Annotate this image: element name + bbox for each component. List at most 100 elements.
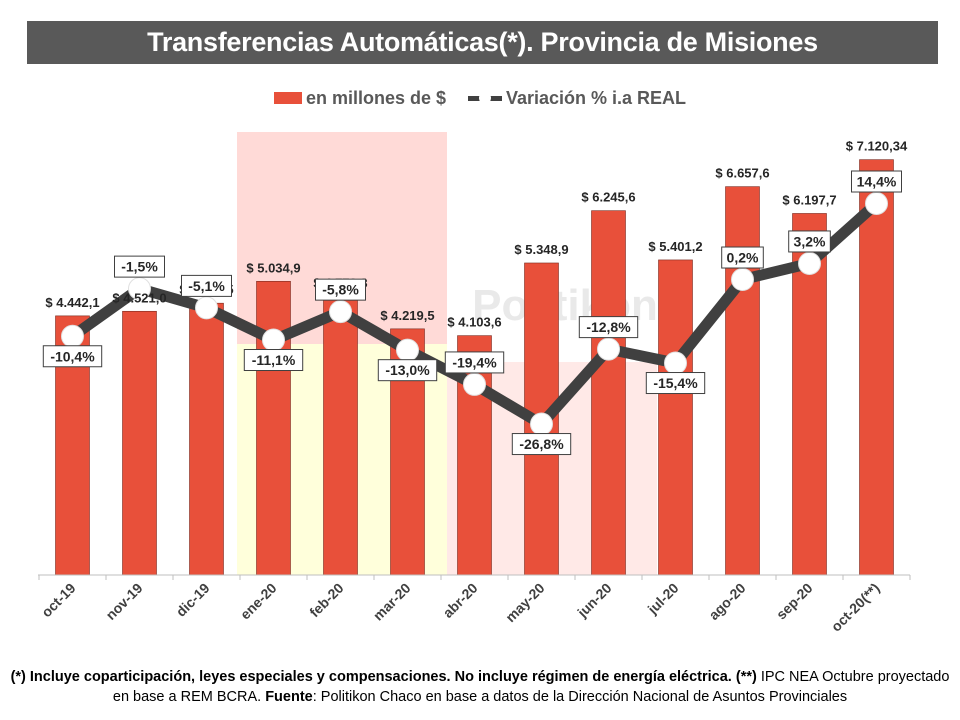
- line-layer: [61, 192, 888, 436]
- line-value-label: -5,8%: [315, 278, 366, 301]
- bar-ene-20: [256, 280, 291, 576]
- legend-item-bars: en millones de $: [273, 87, 446, 109]
- line-label-text: -10,4%: [50, 348, 95, 364]
- line-value-label: 14,4%: [851, 170, 902, 193]
- line-label-box: [788, 230, 831, 253]
- footnote-part1: (*) Incluye coparticipación, leyes espec…: [10, 669, 757, 685]
- line-value-label: -5,1%: [181, 274, 232, 297]
- line-marker: [798, 251, 821, 275]
- line-label-box: [851, 170, 902, 193]
- bar-value-label: $ 4.521,0: [112, 290, 166, 305]
- line-label-text: -19,4%: [452, 354, 497, 370]
- line-label-text: 14,4%: [857, 174, 897, 190]
- footnote-part2: IPC NEA Octubre proyectado en base a REM…: [112, 669, 950, 705]
- bar-value-label: $ 6.197,7: [782, 192, 836, 207]
- x-tick-label: sep-20: [773, 580, 816, 623]
- x-tick-label: oct-19: [38, 580, 79, 621]
- line-value-label: -19,4%: [444, 351, 505, 374]
- line-label-box: [315, 278, 366, 301]
- legend-bar-label: en millones de $: [305, 87, 446, 108]
- line-label-box: [42, 345, 103, 368]
- line-value-label: -11,1%: [243, 349, 304, 372]
- line-value-label: -15,4%: [645, 372, 706, 395]
- chart-title: Transferencias Automáticas(*). Provincia…: [27, 21, 938, 64]
- line-label-box: [721, 246, 764, 269]
- bar-value-label: $ 6.245,6: [581, 190, 635, 205]
- line-marker: [262, 328, 285, 352]
- x-tick-label: feb-20: [306, 580, 347, 621]
- line-label-box: [511, 433, 572, 456]
- labels-layer: $ 4.442,1$ 4.521,0$ 4.659,5$ 5.034,9$ 4.…: [42, 139, 908, 456]
- bar-value-label: $ 5.401,2: [648, 239, 702, 254]
- footnote: (*) Incluye coparticipación, leyes espec…: [10, 667, 950, 707]
- line-value-label: -26,8%: [511, 433, 572, 456]
- line-label-box: [645, 372, 706, 395]
- line-label-text: 3,2%: [794, 233, 826, 249]
- chart-plot: Politikon oct-19 nov-19 dic-19 ene-20 feb-20…: [38, 132, 911, 635]
- line-label-box: [444, 351, 505, 374]
- line-label-box: [377, 359, 438, 382]
- line-marker: [195, 296, 218, 320]
- bar-jun-20: [591, 210, 626, 576]
- legend-line-swatch: [467, 92, 502, 104]
- bar-dic-19: [189, 302, 224, 576]
- x-tick-label: may-20: [502, 580, 548, 626]
- x-ticks-layer: oct-19 nov-19 dic-19 ene-20 feb-20 mar-20 abr-…: [38, 575, 911, 635]
- legend-bar-swatch: [273, 92, 302, 104]
- line-label-box: [578, 316, 639, 339]
- x-tick-label: ene-20: [237, 580, 280, 623]
- x-tick-label: oct-20(**): [828, 580, 883, 635]
- line-marker: [61, 324, 84, 348]
- line-label-text: -26,8%: [519, 436, 564, 452]
- bar-value-label: $ 5.348,9: [514, 242, 568, 257]
- line-label-box: [181, 274, 232, 297]
- line-value-label: -10,4%: [42, 345, 103, 368]
- line-value-label: 3,2%: [788, 230, 831, 253]
- bar-value-label: $ 4.103,6: [447, 315, 501, 330]
- chart-legend: en millones de $ Variación % i.a REAL: [0, 86, 960, 110]
- footnote-part3: Fuente: [265, 689, 313, 705]
- bar-value-label: $ 4.219,5: [380, 308, 434, 323]
- x-tick-label: ago-20: [705, 580, 748, 623]
- line-value-label: -13,0%: [377, 359, 438, 382]
- x-tick-label: abr-20: [440, 580, 481, 621]
- line-label-text: 0,2%: [727, 250, 759, 266]
- line-label-text: -15,4%: [653, 375, 698, 391]
- x-tick-label: mar-20: [370, 580, 414, 624]
- x-tick-label: nov-19: [102, 580, 145, 623]
- line-marker: [597, 337, 620, 361]
- bar-value-label: $ 4.442,1: [45, 295, 99, 310]
- line-label-text: -5,8%: [322, 282, 359, 298]
- line-marker: [664, 351, 687, 375]
- line-label-text: -11,1%: [252, 352, 296, 368]
- line-label-text: -12,8%: [586, 319, 631, 335]
- line-label-box: [114, 255, 165, 278]
- bar-value-label: $ 6.657,6: [715, 166, 769, 181]
- line-value-label: 0,2%: [721, 246, 764, 269]
- x-tick-label: jul-20: [644, 580, 682, 618]
- line-marker: [329, 300, 352, 324]
- x-tick-label: dic-19: [173, 580, 213, 620]
- line-marker: [865, 192, 888, 216]
- line-label-text: -1,5%: [121, 259, 158, 275]
- line-marker: [463, 372, 486, 396]
- bar-feb-20: [323, 296, 358, 576]
- bar-value-label: $ 5.034,9: [246, 260, 300, 275]
- line-marker: [530, 412, 553, 436]
- x-tick-label: jun-20: [573, 580, 614, 621]
- bar-nov-19: [122, 310, 157, 576]
- bar-oct-20(**): [859, 159, 894, 576]
- line-marker: [731, 268, 754, 292]
- line-label-box: [243, 349, 304, 372]
- bar-value-label: $ 7.120,34: [846, 139, 908, 154]
- bar-ago-20: [725, 186, 760, 576]
- line-label-text: -5,1%: [188, 278, 225, 294]
- line-value-label: -1,5%: [114, 255, 165, 278]
- line-marker: [396, 338, 419, 362]
- line-label-text: -13,0%: [385, 362, 430, 378]
- bar-jul-20: [658, 259, 693, 576]
- legend-line-label: Variación % i.a REAL: [505, 87, 687, 108]
- footnote-part4: : Politikon Chaco en base a datos de la …: [312, 689, 848, 705]
- line-value-label: -12,8%: [578, 316, 639, 339]
- legend-item-line: Variación % i.a REAL: [467, 87, 687, 109]
